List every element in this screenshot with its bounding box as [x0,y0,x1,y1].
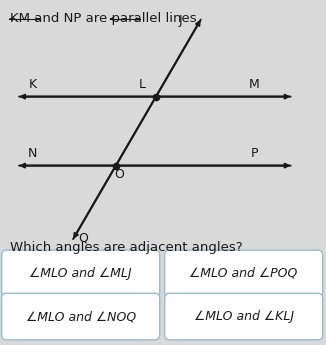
Text: ∠MLO and ∠MLJ: ∠MLO and ∠MLJ [29,267,132,280]
Text: KM and NP are parallel lines.: KM and NP are parallel lines. [10,12,200,25]
Text: ∠MLO and ∠POQ: ∠MLO and ∠POQ [189,267,298,280]
FancyBboxPatch shape [2,250,160,297]
Text: ∠MLO and ∠KLJ: ∠MLO and ∠KLJ [194,310,294,323]
Text: K: K [29,78,37,91]
Text: O: O [114,168,124,181]
FancyBboxPatch shape [165,250,323,297]
FancyBboxPatch shape [2,293,160,340]
FancyBboxPatch shape [165,293,323,340]
Text: J: J [179,14,183,27]
Text: P: P [250,147,258,160]
Text: N: N [28,147,37,160]
Text: ∠MLO and ∠NOQ: ∠MLO and ∠NOQ [25,310,136,323]
Text: Q: Q [78,231,88,245]
Text: Which angles are adjacent angles?: Which angles are adjacent angles? [10,241,243,255]
Text: M: M [249,78,259,91]
Text: L: L [138,78,145,91]
